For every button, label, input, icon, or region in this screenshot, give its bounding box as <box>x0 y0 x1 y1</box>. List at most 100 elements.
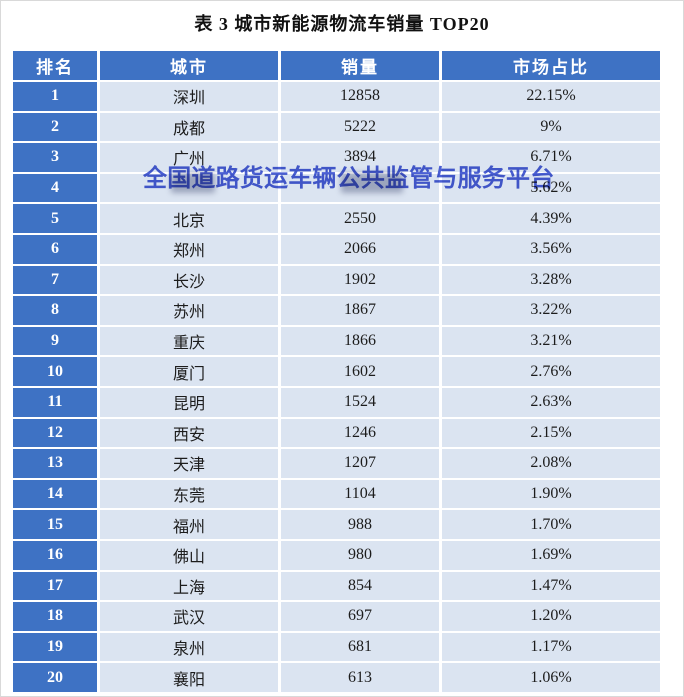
sales-cell: 681 <box>281 632 439 662</box>
platform-watermark: 全国道路货运车辆公共监管与服务平台 <box>143 165 555 192</box>
share-cell: 1.20% <box>442 602 660 631</box>
share-cell: 2.08% <box>442 449 660 478</box>
city-cell <box>100 173 278 203</box>
table-row: 10 厦门 1602 2.76% <box>13 357 660 386</box>
rank-cell: 5 <box>13 204 97 233</box>
share-cell: 2.63% <box>442 387 660 417</box>
rank-cell: 1 <box>13 82 97 111</box>
table-row: 17 上海 854 1.47% <box>13 571 660 601</box>
share-cell: 6.71% <box>442 143 660 172</box>
sales-cell: 12858 <box>281 82 439 111</box>
city-cell: 厦门 <box>100 357 278 386</box>
city-cell: 北京 <box>100 204 278 233</box>
share-cell: 1.47% <box>442 571 660 601</box>
rank-cell: 2 <box>13 112 97 142</box>
sales-cell: 980 <box>281 540 439 570</box>
header-sales: 销量 <box>281 51 439 80</box>
sales-cell: 1524 <box>281 387 439 417</box>
rank-cell: 7 <box>13 265 97 295</box>
table-header-row: 排名 城市 销量 市场占比 <box>13 51 660 80</box>
sales-cell: 1867 <box>281 296 439 325</box>
share-cell: 2.15% <box>442 418 660 448</box>
table-row: 14 东莞 1104 1.90% <box>13 479 660 509</box>
share-cell: 4.39% <box>442 204 660 233</box>
share-cell: 2.76% <box>442 357 660 386</box>
header-rank: 排名 <box>13 51 97 80</box>
rank-cell: 10 <box>13 357 97 386</box>
city-cell: 上海 <box>100 571 278 601</box>
share-cell: 1.70% <box>442 510 660 539</box>
table-row: 13 天津 1207 2.08% <box>13 449 660 478</box>
table-row: 12 西安 1246 2.15% <box>13 418 660 448</box>
city-cell: 天津 <box>100 449 278 478</box>
share-cell: 1.69% <box>442 540 660 570</box>
table-row: 5 北京 2550 4.39% <box>13 204 660 233</box>
rank-cell: 18 <box>13 602 97 631</box>
sales-cell: 1104 <box>281 479 439 509</box>
share-cell: 1.17% <box>442 632 660 662</box>
rank-cell: 12 <box>13 418 97 448</box>
table-row: 8 苏州 1867 3.22% <box>13 296 660 325</box>
rank-cell: 11 <box>13 387 97 417</box>
city-cell: 西安 <box>100 418 278 448</box>
table-row: 15 福州 988 1.70% <box>13 510 660 539</box>
city-cell: 成都 <box>100 112 278 142</box>
rank-cell: 16 <box>13 540 97 570</box>
table-row: 11 昆明 1524 2.63% <box>13 387 660 417</box>
city-cell: 泉州 <box>100 632 278 662</box>
share-cell: 3.22% <box>442 296 660 325</box>
header-market-share: 市场占比 <box>442 51 660 80</box>
obscured-sales-text-remnant <box>341 173 403 193</box>
city-cell: 长沙 <box>100 265 278 295</box>
rank-cell: 15 <box>13 510 97 539</box>
share-cell: 1.90% <box>442 479 660 509</box>
table-row: 6 郑州 2066 3.56% <box>13 234 660 264</box>
sales-cell: 2066 <box>281 234 439 264</box>
rank-cell: 17 <box>13 571 97 601</box>
header-city: 城市 <box>100 51 278 80</box>
sales-table: 排名 城市 销量 市场占比 1 深圳 12858 22.15% 2 成都 5222 9% 3 广州… <box>10 49 663 694</box>
share-cell: 3.56% <box>442 234 660 264</box>
city-cell: 襄阳 <box>100 663 278 692</box>
rank-cell: 13 <box>13 449 97 478</box>
rank-cell: 20 <box>13 663 97 692</box>
rank-cell: 9 <box>13 326 97 356</box>
sales-cell: 697 <box>281 602 439 631</box>
table-row: 3 广州 3894 6.71% <box>13 143 660 172</box>
table-title: 表 3 城市新能源物流车销量 TOP20 <box>194 14 490 34</box>
table-row: 7 长沙 1902 3.28% <box>13 265 660 295</box>
table-body: 1 深圳 12858 22.15% 2 成都 5222 9% 3 广州 3894 6.71% 4 5.62… <box>13 82 660 692</box>
rank-cell: 19 <box>13 632 97 662</box>
sales-cell: 5222 <box>281 112 439 142</box>
share-cell: 9% <box>442 112 660 142</box>
city-cell: 苏州 <box>100 296 278 325</box>
table-row: 4 5.62% <box>13 173 660 203</box>
share-cell: 3.21% <box>442 326 660 356</box>
sales-cell <box>281 173 439 203</box>
table-row: 2 成都 5222 9% <box>13 112 660 142</box>
sales-cell: 1902 <box>281 265 439 295</box>
table-row: 18 武汉 697 1.20% <box>13 602 660 631</box>
city-cell: 武汉 <box>100 602 278 631</box>
sales-cell: 1207 <box>281 449 439 478</box>
city-cell: 东莞 <box>100 479 278 509</box>
rank-cell: 3 <box>13 143 97 172</box>
share-cell: 5.62% <box>442 173 660 203</box>
share-cell: 3.28% <box>442 265 660 295</box>
sales-cell: 1246 <box>281 418 439 448</box>
sales-cell: 1602 <box>281 357 439 386</box>
city-cell: 佛山 <box>100 540 278 570</box>
rank-cell: 8 <box>13 296 97 325</box>
city-cell: 广州 <box>100 143 278 172</box>
table-row: 16 佛山 980 1.69% <box>13 540 660 570</box>
sales-cell: 854 <box>281 571 439 601</box>
sales-cell: 3894 <box>281 143 439 172</box>
sales-cell: 1866 <box>281 326 439 356</box>
table-row: 20 襄阳 613 1.06% <box>13 663 660 692</box>
table-row: 9 重庆 1866 3.21% <box>13 326 660 356</box>
city-cell: 郑州 <box>100 234 278 264</box>
city-cell: 重庆 <box>100 326 278 356</box>
obscured-city-text-remnant <box>171 173 215 193</box>
city-cell: 福州 <box>100 510 278 539</box>
